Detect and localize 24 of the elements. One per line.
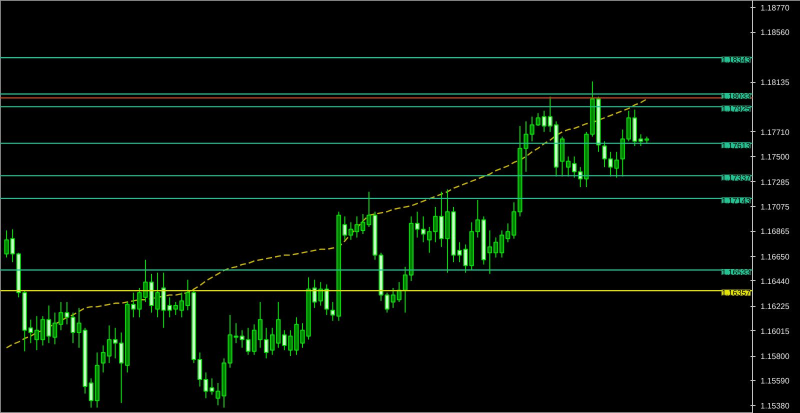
ref-line-label: 1.17925 (722, 104, 752, 114)
y-tick-label: 1.16015 (760, 326, 790, 336)
ref-line-label: 1.16357 (722, 288, 752, 298)
line-series (6, 98, 648, 348)
y-tick-label: 1.17075 (760, 202, 790, 212)
y-tick-label: 1.16650 (760, 252, 790, 262)
y-tick-label: 1.16225 (760, 302, 790, 312)
ref-line-label: 1.17143 (722, 196, 752, 206)
y-tick-label: 1.18770 (760, 4, 790, 13)
ref-line-label: 1.18343 (722, 56, 752, 65)
ref-line-label: 1.17337 (722, 174, 752, 183)
y-tick-label: 1.15800 (760, 352, 790, 362)
y-tick-label: 1.18135 (760, 78, 790, 88)
y-tick-label: 1.16865 (760, 227, 790, 236)
ref-line-label: 1.16533 (722, 268, 752, 278)
ref-line-label: 1.17613 (722, 141, 752, 150)
y-tick-label: 1.18560 (760, 28, 790, 38)
y-tick-label: 1.16440 (760, 276, 790, 286)
ref-line-label: 1.18033 (722, 92, 752, 102)
y-tick-label: 1.17285 (760, 178, 790, 187)
y-tick-label: 1.15380 (760, 401, 790, 410)
y-tick-label: 1.17500 (760, 152, 790, 162)
y-tick-label: 1.15590 (760, 376, 790, 386)
y-tick-label: 1.17710 (760, 128, 790, 137)
